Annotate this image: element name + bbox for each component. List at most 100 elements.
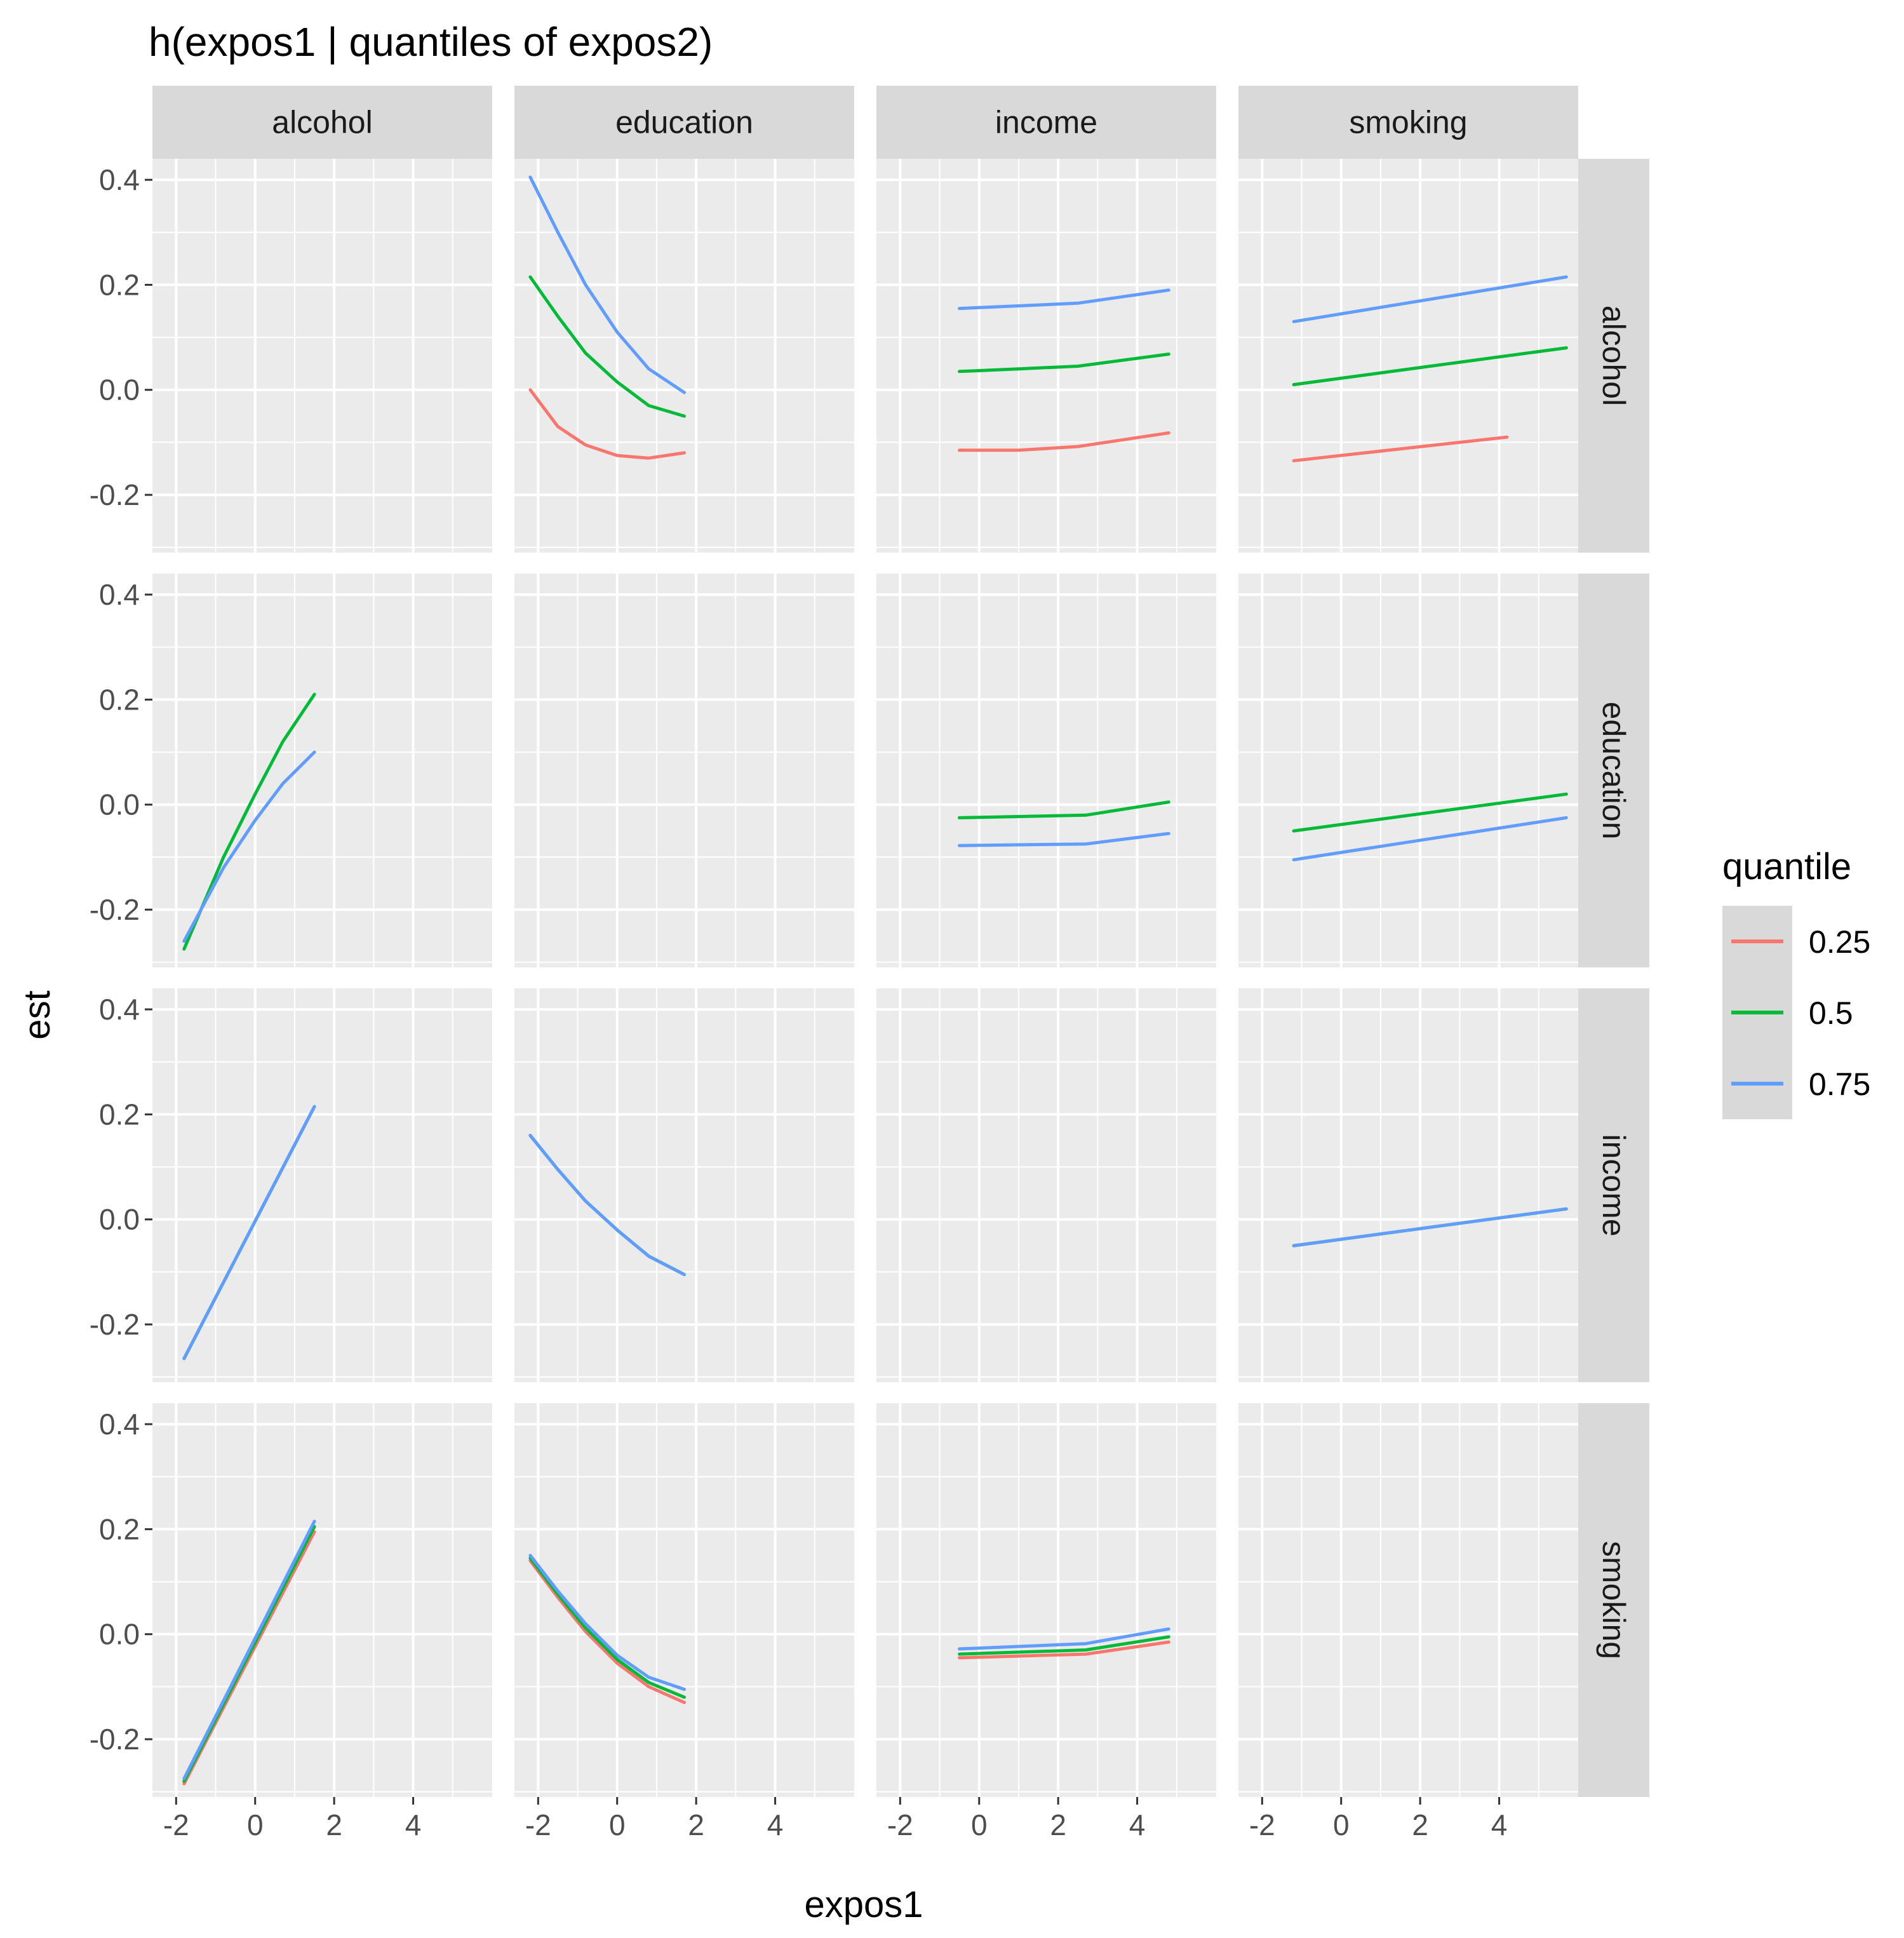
x-tick-label: 4 (405, 1808, 422, 1841)
x-tick-label: 0 (1333, 1808, 1350, 1841)
y-tick-label: 0.2 (99, 1098, 140, 1131)
y-tick-label: 0.4 (99, 163, 140, 196)
x-tick-label: 4 (1129, 1808, 1146, 1841)
x-tick-label: 0 (247, 1808, 264, 1841)
y-tick-label: 0.4 (99, 578, 140, 611)
legend-label-q0-25: 0.25 (1809, 924, 1870, 960)
series-line-q0-75 (1292, 816, 1568, 861)
row-strip-label-smoking: smoking (1596, 1541, 1632, 1659)
y-tick-label: 0.2 (99, 268, 140, 301)
series-line-q0-25 (528, 1559, 686, 1704)
legend: quantile 0.25 0.5 0.75 (1722, 846, 1870, 1119)
x-axis-title: expos1 (804, 1884, 923, 1925)
col-strip-label-education: education (615, 105, 753, 140)
row-strip-alcohol (1578, 159, 1649, 553)
panel-education-alcohol (152, 574, 492, 967)
row-strip-smoking (1578, 1403, 1649, 1797)
x-tick-label: -2 (525, 1808, 551, 1841)
panel-income-alcohol (152, 988, 492, 1382)
series-line-q0-75 (958, 288, 1170, 311)
legend-label-q0-75: 0.75 (1809, 1067, 1870, 1102)
y-tick-label: 0.0 (99, 788, 140, 821)
panel-background (876, 574, 1216, 967)
panel-background (152, 574, 492, 967)
x-tick-label: -2 (163, 1808, 189, 1841)
x-tick-label: 2 (1412, 1808, 1428, 1841)
panel-income-income (876, 988, 1216, 1382)
x-tick-label: 2 (1050, 1808, 1066, 1841)
series-line-q0-5 (958, 1635, 1170, 1656)
series-line-q0-5 (958, 800, 1170, 819)
series-line-q0-75 (528, 175, 686, 394)
series-line-q0-75 (182, 750, 316, 943)
panel-alcohol-income (876, 159, 1216, 553)
legend-title: quantile (1722, 846, 1851, 887)
panel-background (1238, 159, 1578, 553)
panel-background (514, 1403, 854, 1797)
panel-smoking-alcohol (152, 1403, 492, 1797)
col-strip-label-alcohol: alcohol (272, 105, 372, 140)
row-strip-label-alcohol: alcohol (1596, 306, 1632, 406)
y-tick-label: -0.2 (90, 1308, 140, 1341)
x-tick-label: 4 (1491, 1808, 1508, 1841)
x-tick-label: 2 (326, 1808, 342, 1841)
series-line-q0-25 (528, 388, 686, 460)
panel-background (876, 988, 1216, 1382)
series-line-q0-75 (958, 1627, 1170, 1651)
series-line-q0-5 (958, 353, 1170, 373)
panel-income-smoking (1238, 988, 1578, 1382)
series-line-q0-25 (958, 1640, 1170, 1660)
x-tick-label: 2 (688, 1808, 704, 1841)
chart-title: h(expos1 | quantiles of expos2) (149, 19, 713, 65)
panel-smoking-income (876, 1403, 1216, 1797)
y-tick-label: -0.2 (90, 1723, 140, 1756)
y-tick-label: 0.4 (99, 993, 140, 1026)
y-tick-label: 0.0 (99, 373, 140, 407)
x-tick-label: 0 (609, 1808, 626, 1841)
series-line-q0-5 (1292, 346, 1568, 386)
series-line-q0-5 (528, 275, 686, 418)
series-line-q0-25 (1292, 435, 1509, 462)
panel-alcohol-alcohol (152, 159, 492, 553)
series-line-q0-5 (182, 692, 316, 951)
x-tick-label: -2 (1249, 1808, 1275, 1841)
series-line-q0-75 (528, 1134, 686, 1276)
series-line-q0-5 (528, 1556, 686, 1699)
y-tick-label: -0.2 (90, 478, 140, 511)
legend-entries: 0.25 0.5 0.75 (1731, 924, 1870, 1102)
row-strip-income (1578, 988, 1649, 1382)
series-line-q0-75 (182, 1105, 316, 1361)
y-tick-label: 0.2 (99, 1512, 140, 1545)
series-line-q0-75 (958, 831, 1170, 847)
panel-background (1238, 574, 1578, 967)
x-tick-label: -2 (887, 1808, 913, 1841)
legend-label-q0-5: 0.5 (1809, 995, 1853, 1031)
series-line-q0-75 (182, 1519, 316, 1780)
series-line-q0-25 (958, 431, 1170, 452)
y-tick-label: 0.0 (99, 1203, 140, 1236)
panel-background (152, 988, 492, 1382)
facet-panels: alcohol education income smoking alcohol educ… (90, 86, 1649, 1841)
col-strip-education (514, 86, 854, 159)
panel-background (514, 574, 854, 967)
y-axis-title: est (17, 990, 58, 1039)
series-line-q0-75 (1292, 275, 1568, 323)
panel-background (1238, 988, 1578, 1382)
panel-education-income (876, 574, 1216, 967)
panel-alcohol-education (514, 159, 854, 553)
x-tick-label: 0 (971, 1808, 988, 1841)
col-strip-label-smoking: smoking (1349, 105, 1467, 140)
panel-smoking-smoking (1238, 1403, 1578, 1797)
x-tick-label: 4 (767, 1808, 784, 1841)
row-strip-label-education: education (1596, 702, 1632, 840)
series-line-q0-75 (528, 1554, 686, 1691)
panel-background (514, 988, 854, 1382)
y-tick-label: 0.4 (99, 1408, 140, 1441)
col-strip-label-income: income (995, 105, 1097, 140)
y-tick-label: -0.2 (90, 893, 140, 926)
panel-income-education (514, 988, 854, 1382)
panel-education-education (514, 574, 854, 967)
panel-education-smoking (1238, 574, 1578, 967)
panel-background (152, 159, 492, 553)
